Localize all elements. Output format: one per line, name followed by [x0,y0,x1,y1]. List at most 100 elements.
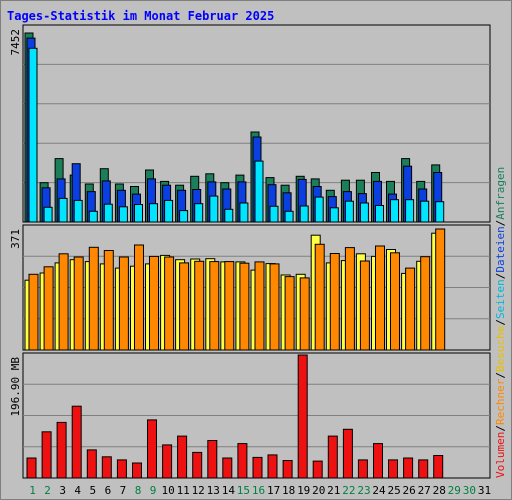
y-axis-label-visits: 371 [9,229,22,249]
bar-rechner-day-11 [179,262,190,351]
bar-volumen-day-22 [342,428,353,479]
x-tick-label-17: 17 [267,484,280,497]
x-tick-label-15: 15 [237,484,250,497]
bar-seiten-day-15 [239,202,249,223]
x-tick-label-16: 16 [252,484,265,497]
bar-rechner-day-4 [73,256,84,351]
x-tick-label-6: 6 [105,484,112,497]
bar-seiten-day-20 [314,196,324,223]
x-tick-label-7: 7 [120,484,127,497]
bar-seiten-day-4 [73,199,83,223]
bar-seiten-day-10 [164,199,174,223]
bar-rechner-day-26 [405,267,416,351]
bar-seiten-day-25 [390,199,399,223]
bar-seiten-day-13 [209,195,219,223]
bar-seiten-day-7 [118,206,128,223]
x-tick-label-13: 13 [207,484,220,497]
bar-seiten-day-14 [224,208,234,223]
x-tick-label-18: 18 [282,484,295,497]
legend-entry-4: Besuche [494,326,507,372]
bar-volumen-day-3 [56,421,67,479]
legend-entry-1: / [494,425,507,432]
bar-rechner-day-16 [254,261,265,351]
x-tick-label-8: 8 [135,484,142,497]
legend-entry-5: / [494,319,507,326]
bar-volumen-day-4 [71,405,82,479]
bar-volumen-day-2 [41,431,52,479]
bar-rechner-day-12 [194,260,205,351]
bar-seiten-day-9 [149,203,158,223]
bar-volumen-day-20 [312,460,323,479]
bar-seiten-day-21 [329,207,339,223]
bar-volumen-day-8 [132,462,142,479]
bar-seiten-day-26 [405,199,415,223]
bar-volumen-day-15 [237,443,248,479]
bar-rechner-day-3 [58,253,69,351]
y-axis-label-hits: 7452 [9,29,22,56]
bar-rechner-day-17 [269,263,280,351]
bar-rechner-day-27 [420,256,431,351]
bar-rechner-day-10 [164,256,175,351]
bar-volumen-day-13 [207,440,218,479]
bar-rechner-day-15 [239,262,250,351]
bar-seiten-day-2 [43,206,53,223]
bar-volumen-day-23 [357,459,368,479]
legend-entry-7: / [494,273,507,280]
bar-rechner-day-9 [149,255,159,351]
bar-seiten-day-22 [344,200,354,223]
bar-volumen-day-25 [388,459,398,479]
bar-rechner-day-1 [28,273,39,351]
x-tick-label-30: 30 [463,484,476,497]
bar-seiten-day-28 [435,201,445,223]
bar-rechner-day-19 [299,277,310,351]
x-tick-label-23: 23 [357,484,370,497]
bar-volumen-day-17 [267,454,278,479]
x-tick-label-29: 29 [448,484,461,497]
x-tick-label-22: 22 [342,484,355,497]
bar-seiten-day-8 [134,204,143,223]
bar-rechner-day-20 [314,243,325,351]
bar-volumen-day-26 [403,457,414,479]
x-tick-label-14: 14 [222,484,236,497]
x-tick-label-2: 2 [44,484,51,497]
legend-entry-9: / [494,220,507,227]
bar-volumen-day-7 [116,459,127,479]
legend-entry-0: Volumen [494,432,507,478]
bar-volumen-day-6 [101,456,112,479]
legend-entry-8: Dateien [494,226,507,272]
bar-seiten-day-3 [58,197,68,223]
bar-volumen-day-11 [177,435,188,479]
bar-volumen-day-12 [192,451,203,479]
bar-rechner-day-13 [209,261,220,351]
bar-seiten-day-19 [299,205,309,223]
x-tick-label-10: 10 [161,484,174,497]
bar-seiten-day-17 [269,205,279,223]
bar-seiten-day-18 [284,210,294,223]
bar-seiten-day-27 [420,200,430,223]
x-tick-label-24: 24 [372,484,386,497]
bar-volumen-day-16 [252,456,263,479]
legend-entry-6: Seiten [494,279,507,319]
bar-volumen-day-21 [327,435,338,479]
page-title: Tages-Statistik im Monat Februar 2025 [7,9,275,23]
bar-volumen-day-9 [147,419,157,479]
legend-vertical: Volumen/Rechner/Besuche/Seiten/Dateien/A… [494,167,507,478]
bar-seiten-day-5 [88,210,98,223]
bar-rechner-day-2 [43,266,54,351]
legend-entry-2: Rechner [494,378,507,425]
x-tick-label-26: 26 [402,484,415,497]
y-axis-label-volume: 196.90 MB [9,357,22,417]
x-tick-label-21: 21 [327,484,340,497]
bar-seiten-day-16 [254,160,264,223]
bar-rechner-day-25 [390,252,400,351]
bar-rechner-day-7 [118,256,129,351]
bar-seiten-day-6 [103,203,113,223]
bar-rechner-day-18 [284,276,295,351]
bar-rechner-day-8 [134,244,144,351]
x-tick-label-5: 5 [89,484,96,497]
x-tick-label-19: 19 [297,484,310,497]
bar-volumen-day-28 [433,455,444,479]
bar-seiten-day-12 [194,203,204,223]
